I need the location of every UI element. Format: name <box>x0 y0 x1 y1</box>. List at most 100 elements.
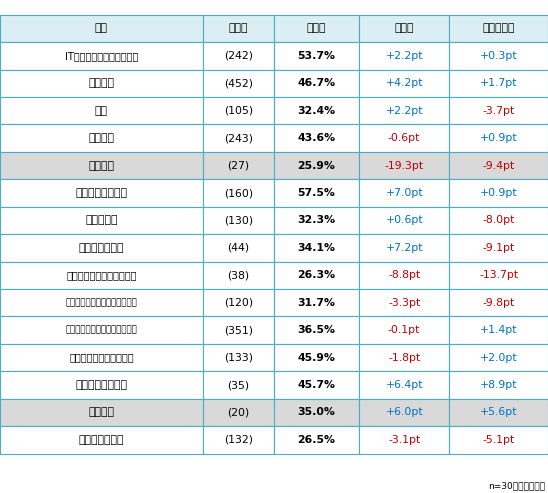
Text: +1.4pt: +1.4pt <box>480 325 517 335</box>
Text: -3.3pt: -3.3pt <box>388 298 420 308</box>
Text: +0.9pt: +0.9pt <box>480 188 517 198</box>
Bar <box>203 70 274 97</box>
Text: (133): (133) <box>224 352 253 362</box>
Bar <box>449 97 548 125</box>
Text: (351): (351) <box>224 325 253 335</box>
Text: +7.0pt: +7.0pt <box>385 188 423 198</box>
Text: +1.7pt: +1.7pt <box>480 78 517 88</box>
Bar <box>449 70 548 97</box>
Text: 32.4%: 32.4% <box>298 106 335 116</box>
Bar <box>359 234 449 262</box>
Text: 運輸・交通・物流・倉庫: 運輸・交通・物流・倉庫 <box>69 352 134 362</box>
Text: レジャー: レジャー <box>88 161 115 171</box>
Text: 環境・エネルギー: 環境・エネルギー <box>76 380 127 390</box>
Bar <box>0 234 203 262</box>
Bar <box>449 317 548 344</box>
Bar <box>203 317 274 344</box>
Text: +6.4pt: +6.4pt <box>385 380 423 390</box>
Bar <box>274 179 359 207</box>
Text: -8.0pt: -8.0pt <box>482 215 515 225</box>
Bar <box>359 344 449 371</box>
Text: マスコミ・広告・デザイン: マスコミ・広告・デザイン <box>66 270 136 281</box>
Bar <box>0 152 203 179</box>
Bar <box>0 207 203 234</box>
Text: (160): (160) <box>224 188 253 198</box>
Bar <box>449 152 548 179</box>
Text: 金融・保険、コンサルティング: 金融・保険、コンサルティング <box>66 298 137 307</box>
Text: 46.7%: 46.7% <box>298 78 335 88</box>
Bar <box>274 15 359 42</box>
Bar <box>449 15 548 42</box>
Text: 不動産・建設・設備・住宅関連: 不動産・建設・設備・住宅関連 <box>66 326 137 335</box>
Text: -3.1pt: -3.1pt <box>388 435 420 445</box>
Bar <box>274 97 359 125</box>
Bar <box>0 42 203 70</box>
Bar <box>274 344 359 371</box>
Bar <box>0 70 203 97</box>
Bar <box>359 179 449 207</box>
Bar <box>203 289 274 317</box>
Text: 45.9%: 45.9% <box>298 352 335 362</box>
Bar <box>449 371 548 399</box>
Text: 業種: 業種 <box>95 24 108 34</box>
Text: (132): (132) <box>224 435 253 445</box>
Bar <box>203 124 274 152</box>
Bar <box>449 262 548 289</box>
Text: 53.7%: 53.7% <box>298 51 335 61</box>
Text: -13.7pt: -13.7pt <box>479 270 518 281</box>
Text: -0.1pt: -0.1pt <box>388 325 420 335</box>
Text: (35): (35) <box>227 380 249 390</box>
Bar <box>449 179 548 207</box>
Text: +6.0pt: +6.0pt <box>385 407 423 418</box>
Text: (130): (130) <box>224 215 253 225</box>
Text: +0.3pt: +0.3pt <box>480 51 517 61</box>
Text: (105): (105) <box>224 106 253 116</box>
Text: -9.1pt: -9.1pt <box>483 243 515 253</box>
Bar <box>203 179 274 207</box>
Text: 32.3%: 32.3% <box>298 215 335 225</box>
Text: 流通・小売: 流通・小売 <box>85 215 118 225</box>
Bar <box>0 399 203 426</box>
Text: 26.5%: 26.5% <box>298 435 335 445</box>
Bar <box>0 289 203 317</box>
Bar <box>274 207 359 234</box>
Bar <box>449 124 548 152</box>
Bar <box>449 289 548 317</box>
Bar <box>203 344 274 371</box>
Text: 前月比: 前月比 <box>395 24 414 34</box>
Text: 45.7%: 45.7% <box>298 380 335 390</box>
Text: +2.2pt: +2.2pt <box>385 106 423 116</box>
Bar <box>359 97 449 125</box>
Text: (242): (242) <box>224 51 253 61</box>
Text: -3.7pt: -3.7pt <box>483 106 515 116</box>
Bar <box>0 262 203 289</box>
Bar <box>449 426 548 454</box>
Bar <box>274 262 359 289</box>
Text: +5.6pt: +5.6pt <box>480 407 517 418</box>
Bar <box>359 399 449 426</box>
Bar <box>203 371 274 399</box>
Text: 公的機関: 公的機関 <box>88 407 115 418</box>
Bar <box>0 371 203 399</box>
Bar <box>449 234 548 262</box>
Text: (120): (120) <box>224 298 253 308</box>
Text: (452): (452) <box>224 78 253 88</box>
Bar <box>274 289 359 317</box>
Bar <box>359 262 449 289</box>
Bar <box>0 344 203 371</box>
Text: -19.3pt: -19.3pt <box>385 161 424 171</box>
Text: -9.8pt: -9.8pt <box>483 298 515 308</box>
Bar <box>203 97 274 125</box>
Text: 36.5%: 36.5% <box>298 325 335 335</box>
Text: メーカー: メーカー <box>88 78 115 88</box>
Text: 34.1%: 34.1% <box>298 243 335 253</box>
Text: (38): (38) <box>227 270 249 281</box>
Text: (44): (44) <box>227 243 249 253</box>
Text: +8.9pt: +8.9pt <box>480 380 517 390</box>
Bar <box>274 399 359 426</box>
Text: 上記以外の業種: 上記以外の業種 <box>78 435 124 445</box>
Bar <box>359 371 449 399</box>
Bar <box>274 42 359 70</box>
Text: +2.2pt: +2.2pt <box>385 51 423 61</box>
Text: (20): (20) <box>227 407 249 418</box>
